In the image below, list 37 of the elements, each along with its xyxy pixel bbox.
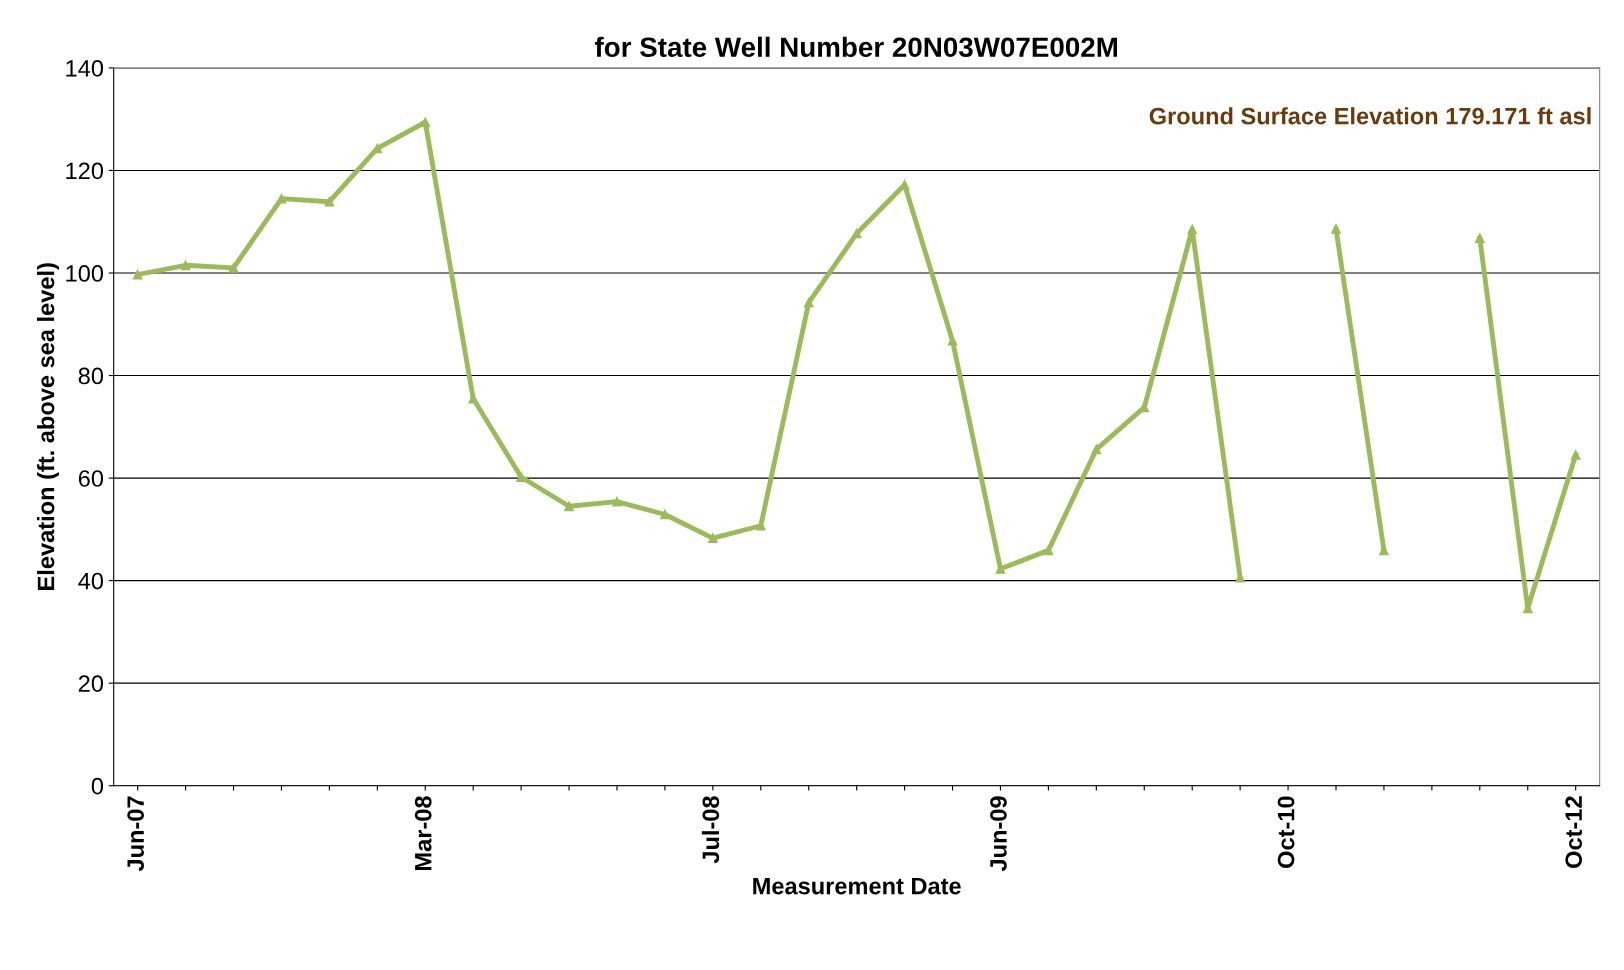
y-tick-label: 20 (78, 675, 104, 692)
point (1474, 233, 1485, 243)
y-tick-label: 80 (78, 367, 104, 385)
point (516, 472, 526, 482)
x-tick-label: Mar-08 (414, 796, 432, 870)
x-axis-title: Measurement Date (753, 877, 961, 895)
point (1331, 224, 1341, 234)
y-tick-label: 100 (66, 265, 104, 282)
y-tick-label: 140 (66, 59, 104, 77)
point (1187, 224, 1198, 235)
point (707, 533, 718, 543)
point (612, 496, 622, 507)
y-tick-label: 40 (78, 572, 104, 590)
point (324, 196, 335, 207)
y-tick-label: 120 (66, 162, 104, 180)
point (132, 269, 143, 280)
point (851, 228, 862, 239)
point (1043, 545, 1054, 556)
x-tick-label: Jun-09 (990, 796, 1007, 872)
chart-title: for State Well Number 20N03W07E002M (594, 36, 1117, 58)
point (660, 509, 670, 520)
y-tick-label: 0 (91, 777, 104, 795)
annotation: Ground Surface Elevation 179.171 ft asl (1149, 107, 1591, 125)
point (1570, 450, 1581, 460)
y-axis-title: Elevation (ft. above sea level) (37, 263, 60, 590)
point (180, 260, 191, 271)
point (276, 193, 287, 204)
point (803, 297, 814, 308)
x-tick-label: Oct-10 (1277, 796, 1295, 868)
x-tick-label: Oct-12 (1565, 796, 1583, 868)
point (228, 262, 239, 273)
point (564, 501, 574, 512)
point (947, 335, 958, 346)
point (1091, 444, 1102, 455)
x-tick-label: Jun-07 (127, 796, 144, 872)
y-tick-label: 60 (78, 470, 104, 487)
x-tick-label: Jul-08 (701, 796, 720, 864)
